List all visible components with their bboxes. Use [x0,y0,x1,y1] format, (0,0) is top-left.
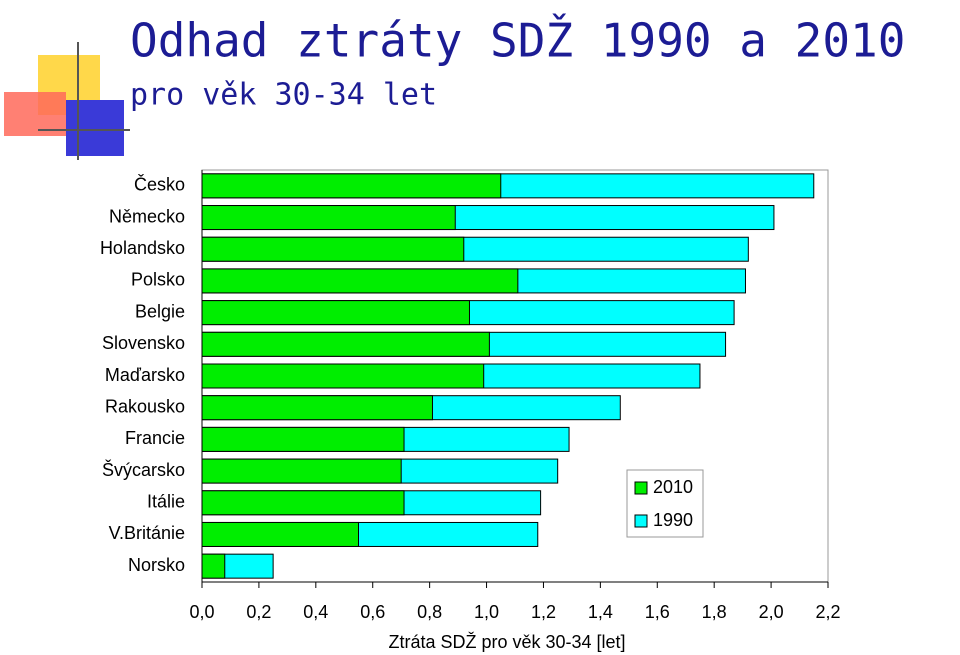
bar [201,331,490,357]
bar [201,521,359,547]
y-tick-label: Belgie [135,301,185,321]
bar [201,268,519,294]
y-tick-label: Rakousko [105,396,185,416]
x-tick-label: 0,4 [303,602,328,622]
x-tick-label: 1,4 [588,602,613,622]
y-tick-label: Švýcarsko [102,459,185,480]
bar [201,300,470,326]
chart-title: Odhad ztráty SDŽ 1990 a 2010 [130,14,905,68]
x-axis-title: Ztráta SDŽ pro věk 30-34 [let] [388,632,625,652]
x-tick-label: 2,0 [759,602,784,622]
bar [201,363,485,389]
bar [201,236,465,262]
x-tick-label: 0,8 [417,602,442,622]
y-tick-label: V.Británie [109,523,185,543]
y-tick-label: Slovensko [102,333,185,353]
x-tick-label: 2,2 [815,602,840,622]
y-tick-label: Holandsko [100,238,185,258]
y-tick-label: Itálie [147,492,185,512]
x-tick-label: 1,0 [474,602,499,622]
legend-label: 2010 [653,477,693,497]
logo [4,42,130,160]
chart-subtitle: pro věk 30-34 let [130,78,437,113]
y-tick-label: Polsko [131,270,185,290]
y-tick-label: Německo [109,206,185,226]
x-tick-label: 0,0 [189,602,214,622]
legend-swatch [634,514,648,528]
y-tick-label: Norsko [128,555,185,575]
bar [201,205,456,231]
bar [201,490,405,516]
bar [201,553,226,579]
legend-label: 1990 [653,510,693,530]
x-tick-label: 1,2 [531,602,556,622]
x-tick-label: 1,8 [702,602,727,622]
y-tick-label: Česko [134,174,185,195]
x-tick-label: 0,6 [360,602,385,622]
x-tick-label: 1,6 [645,602,670,622]
bar [201,173,502,199]
x-tick-label: 0,2 [246,602,271,622]
legend-swatch [634,481,648,495]
y-tick-label: Maďarsko [105,365,185,385]
bar [201,458,402,484]
bar [201,426,405,452]
y-tick-label: Francie [125,428,185,448]
bar [201,395,433,421]
